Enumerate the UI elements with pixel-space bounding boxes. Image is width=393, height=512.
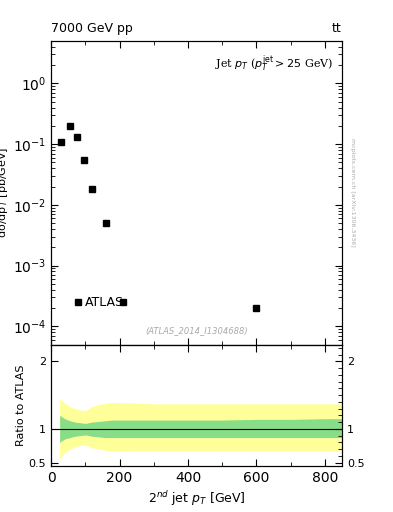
Y-axis label: mcplots.cern.ch [arXiv:1306.3436]: mcplots.cern.ch [arXiv:1306.3436] [350, 138, 355, 247]
Y-axis label: Ratio to ATLAS: Ratio to ATLAS [16, 365, 26, 446]
Text: tt: tt [332, 22, 342, 35]
Text: Jet $p_T$ ($p_T^{\rm jet}>25$ GeV): Jet $p_T$ ($p_T^{\rm jet}>25$ GeV) [215, 53, 333, 74]
Y-axis label: dσ/dp$_T$ [pb/GeV]: dσ/dp$_T$ [pb/GeV] [0, 147, 10, 239]
X-axis label: 2$^{nd}$ jet $p_T$ [GeV]: 2$^{nd}$ jet $p_T$ [GeV] [148, 489, 245, 508]
Text: ATLAS: ATLAS [85, 295, 124, 309]
Text: 7000 GeV pp: 7000 GeV pp [51, 22, 133, 35]
Text: (ATLAS_2014_I1304688): (ATLAS_2014_I1304688) [145, 326, 248, 335]
